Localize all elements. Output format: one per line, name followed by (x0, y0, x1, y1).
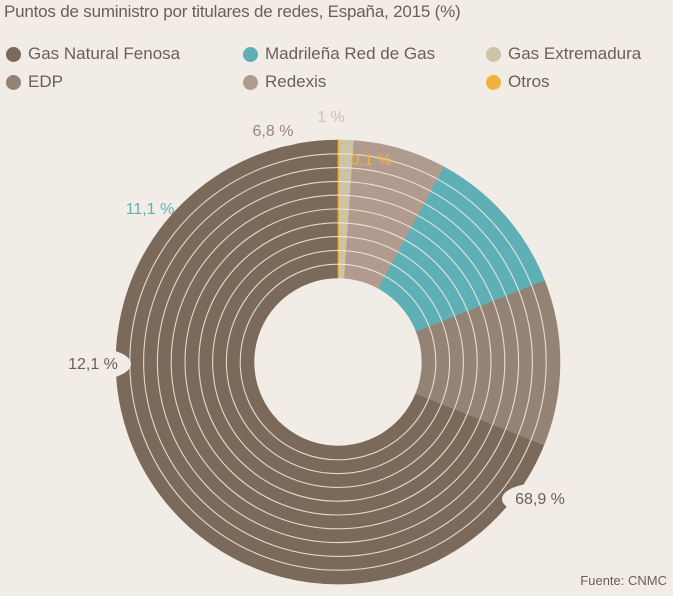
legend-label: Madrileña Red de Gas (265, 44, 436, 63)
slice-gas-natural-fenosa (115, 139, 545, 585)
donut-slices (115, 139, 561, 585)
legend-item-gas-extremadura: Gas Extremadura (486, 44, 641, 64)
legend-label: Otros (508, 72, 550, 91)
decorative-ring (212, 236, 464, 488)
legend-swatch (486, 74, 501, 90)
legend-label: Gas Natural Fenosa (28, 44, 181, 63)
legend-swatch (243, 74, 258, 90)
legend-swatch (486, 46, 501, 62)
legend-item-redexis: Redexis (243, 72, 326, 92)
legend-swatch (243, 46, 258, 62)
label-bubble (55, 348, 131, 380)
legend: Gas Natural Fenosa Madrileña Red de Gas … (0, 40, 673, 100)
legend-item-gas-natural-fenosa: Gas Natural Fenosa (6, 44, 180, 64)
legend-item-edp: EDP (6, 72, 63, 92)
chart-title: Puntos de suministro por titulares de re… (4, 2, 461, 21)
label-bubble (235, 115, 311, 147)
slice-edp (415, 279, 561, 446)
data-label-gas-natural-fenosa: 68,9 % (515, 491, 565, 508)
decorative-ring (239, 263, 437, 461)
decorative-ring (184, 208, 492, 516)
decorative-ring (170, 194, 506, 530)
legend-item-otros: Otros (486, 72, 550, 92)
decorative-ring (143, 167, 533, 557)
legend-label: EDP (28, 72, 63, 91)
decorative-ring (225, 249, 451, 475)
legend-item-madrilena-red-de-gas: Madrileña Red de Gas (243, 44, 435, 64)
legend-swatch (6, 46, 21, 62)
label-bubble (502, 483, 578, 515)
legend-label: Gas Extremadura (508, 44, 642, 63)
legend-label: Redexis (265, 72, 327, 91)
source-note: Fuente: CNMC (580, 573, 667, 588)
data-label-gas-extremadura: 1 % (317, 109, 345, 126)
legend-swatch (6, 74, 21, 90)
data-label-redexis: 6,8 % (253, 123, 294, 140)
data-label-otros: 0,1 % (351, 152, 392, 169)
decorative-ring (198, 222, 478, 502)
data-label-madrile-a-red-de-gas: 11,1 % (126, 201, 175, 218)
decorative-ring (156, 180, 520, 544)
data-label-edp: 12,1 % (68, 356, 118, 373)
